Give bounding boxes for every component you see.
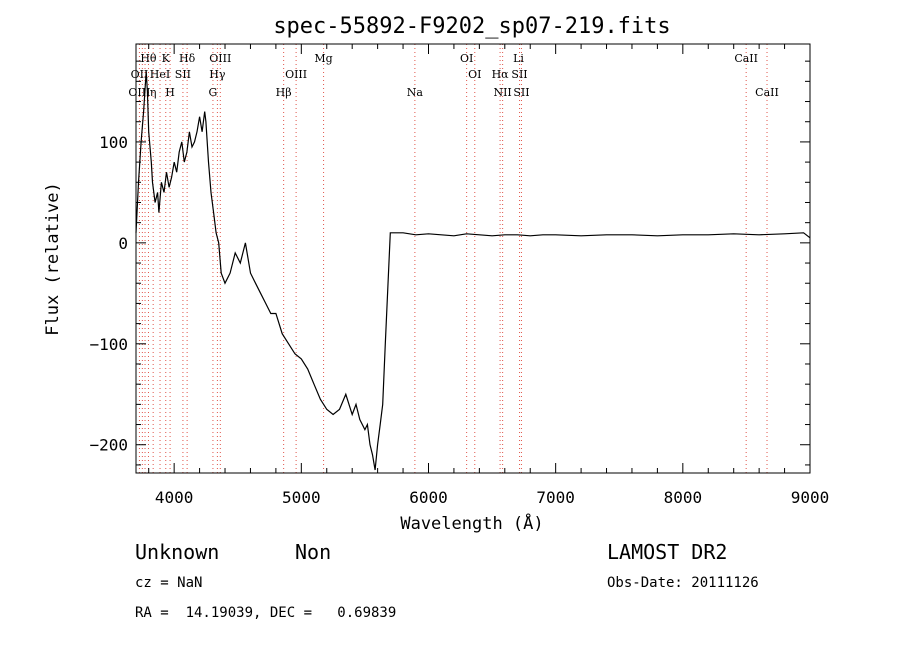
- y-tick-label: −200: [89, 436, 128, 455]
- x-tick-label: 4000: [155, 488, 194, 507]
- marker-label: OI: [460, 52, 473, 65]
- marker-label: Hθ: [140, 52, 157, 65]
- y-tick-label: 100: [99, 133, 128, 152]
- marker-label: OI: [468, 68, 481, 81]
- y-axis-label: Flux (relative): [43, 182, 63, 336]
- marker-label: SII: [511, 68, 527, 81]
- marker-label: OII: [131, 68, 149, 81]
- x-tick-label: 5000: [282, 488, 321, 507]
- marker-label: Mg: [314, 52, 332, 65]
- class-label: Unknown: [135, 540, 220, 564]
- x-axis-ticks: 4000 5000 6000 7000 8000 9000: [148, 44, 830, 507]
- marker-label: Li: [513, 52, 524, 65]
- marker-label: G: [209, 86, 218, 99]
- marker-label: OIII: [209, 52, 231, 65]
- marker-label: Na: [407, 86, 424, 99]
- spectrum-line: [135, 71, 811, 471]
- survey-label: LAMOST DR2: [607, 540, 728, 564]
- marker-label: SII: [513, 86, 529, 99]
- coordinates-text: RA = 14.19039, DEC = 0.69839: [135, 605, 397, 621]
- marker-label: SII: [175, 68, 191, 81]
- obs-date-text: Obs-Date: 20111126: [607, 575, 759, 591]
- x-tick-label: 6000: [409, 488, 448, 507]
- x-tick-label: 7000: [536, 488, 575, 507]
- subclass-label: Non: [295, 540, 332, 564]
- marker-label: Hα: [492, 68, 510, 81]
- marker-label: CaII: [755, 86, 779, 99]
- marker-label: Hβ: [276, 86, 292, 99]
- marker-label: Hδ: [179, 52, 196, 65]
- marker-label: η: [150, 86, 157, 99]
- marker-label: K: [162, 52, 171, 65]
- chart-title: spec-55892-F9202_sp07-219.fits: [273, 14, 670, 39]
- marker-label: HeI: [150, 68, 170, 81]
- marker-label: NII: [493, 86, 511, 99]
- redshift-text: cz = NaN: [135, 575, 203, 591]
- x-tick-label: 9000: [791, 488, 830, 507]
- y-axis-ticks: 100 0 −100 −200: [89, 60, 810, 466]
- plot-frame: [135, 43, 811, 474]
- marker-label: Hγ: [209, 68, 226, 81]
- marker-label: OIII: [285, 68, 307, 81]
- x-tick-label: 8000: [664, 488, 703, 507]
- y-tick-label: −100: [89, 335, 128, 354]
- y-tick-label: 0: [118, 234, 128, 253]
- marker-label: H: [165, 86, 175, 99]
- x-axis-label: Wavelength (Å): [400, 512, 543, 534]
- marker-label: CaII: [734, 52, 758, 65]
